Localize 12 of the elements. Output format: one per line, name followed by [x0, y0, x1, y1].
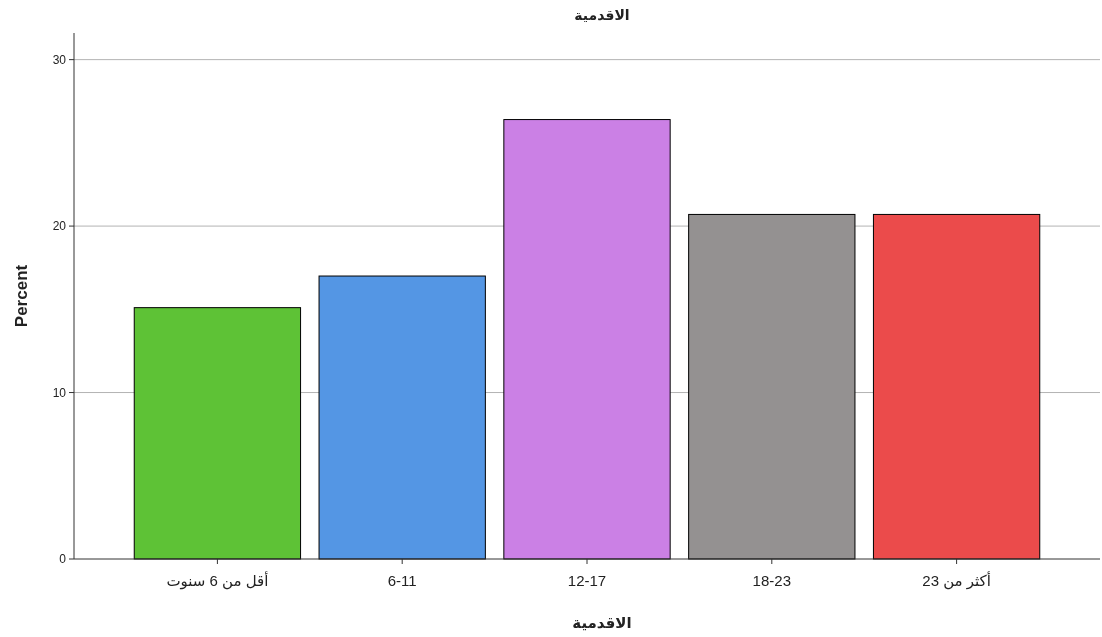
- chart-title: الاقدمية: [574, 7, 630, 23]
- x-tick-label: 12-17: [567, 572, 607, 589]
- y-tick-label: 10: [52, 385, 67, 400]
- y-tick-label: 20: [52, 219, 67, 234]
- x-tick-label: 6-11: [387, 572, 417, 589]
- x-tick-label: أقل من 6 سنوت: [166, 571, 269, 590]
- y-axis-title: Percent: [12, 264, 31, 328]
- x-tick-label: 18-23: [752, 572, 791, 589]
- x-axis-title: الاقدمية: [572, 614, 632, 631]
- y-tick-label: 0: [59, 552, 67, 566]
- x-tick-label: أكثر من 23: [922, 571, 991, 590]
- y-tick-label: 30: [52, 52, 67, 67]
